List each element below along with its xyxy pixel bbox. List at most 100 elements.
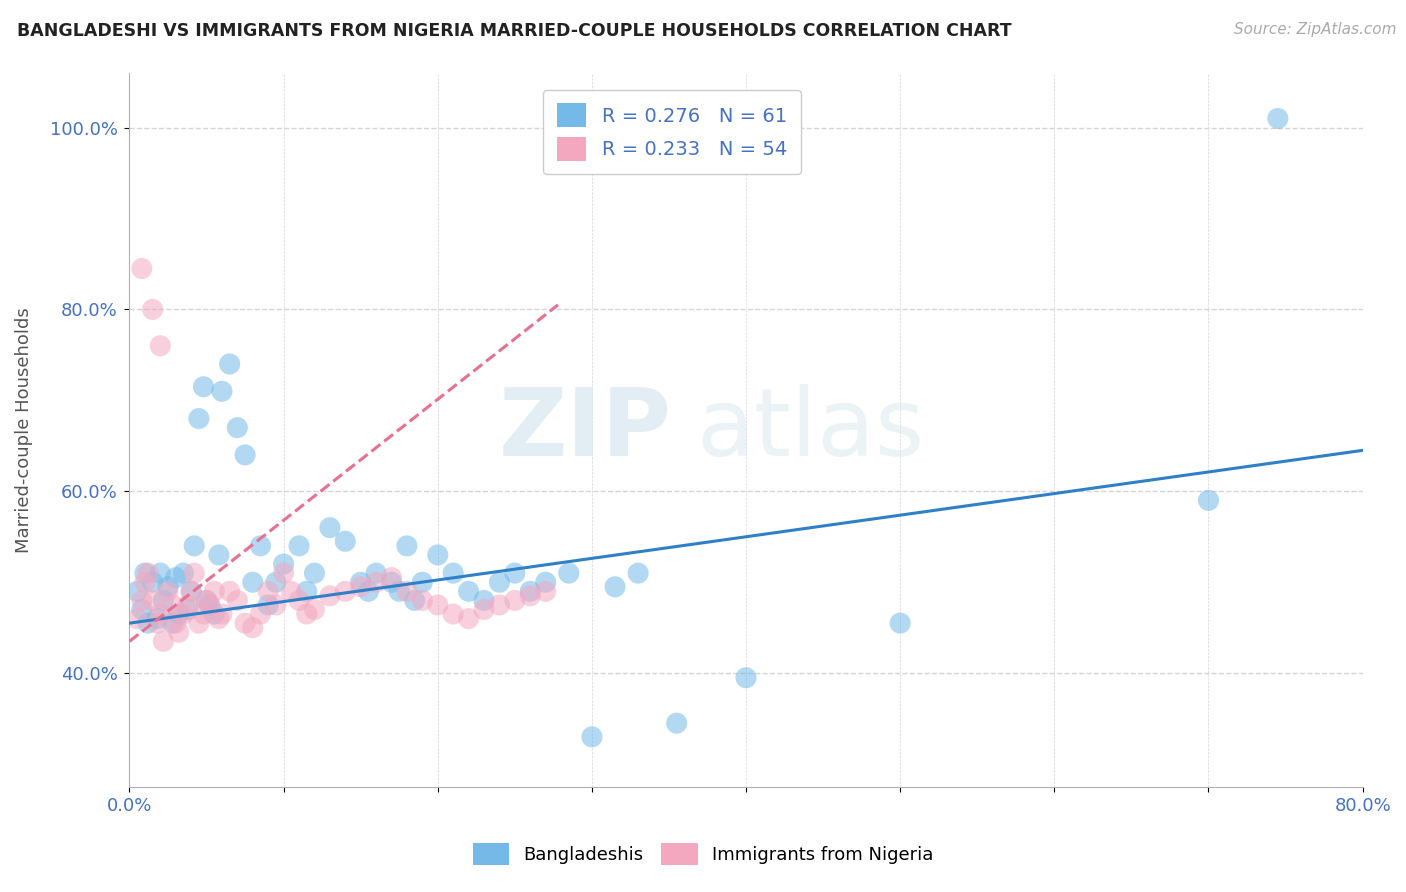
- Point: [249, 539, 271, 553]
- Point: [395, 539, 418, 553]
- Point: [350, 580, 373, 594]
- Point: [187, 616, 209, 631]
- Point: [195, 593, 218, 607]
- Point: [183, 539, 205, 553]
- Point: [172, 566, 194, 581]
- Point: [183, 566, 205, 581]
- Text: ZIP: ZIP: [499, 384, 672, 476]
- Point: [457, 584, 479, 599]
- Point: [198, 598, 221, 612]
- Point: [472, 593, 495, 607]
- Point: [177, 598, 200, 612]
- Point: [627, 566, 650, 581]
- Point: [411, 593, 433, 607]
- Point: [288, 593, 311, 607]
- Text: BANGLADESHI VS IMMIGRANTS FROM NIGERIA MARRIED-COUPLE HOUSEHOLDS CORRELATION CHA: BANGLADESHI VS IMMIGRANTS FROM NIGERIA M…: [17, 22, 1011, 40]
- Point: [226, 420, 249, 434]
- Point: [295, 584, 318, 599]
- Point: [426, 598, 449, 612]
- Point: [165, 616, 187, 631]
- Point: [319, 589, 342, 603]
- Point: [350, 575, 373, 590]
- Point: [131, 602, 153, 616]
- Point: [134, 575, 156, 590]
- Point: [136, 566, 159, 581]
- Point: [388, 584, 411, 599]
- Point: [242, 575, 264, 590]
- Point: [319, 521, 342, 535]
- Point: [426, 548, 449, 562]
- Point: [335, 584, 357, 599]
- Point: [357, 584, 380, 599]
- Point: [273, 557, 295, 571]
- Point: [288, 539, 311, 553]
- Point: [1267, 112, 1289, 126]
- Point: [127, 612, 149, 626]
- Point: [558, 566, 581, 581]
- Y-axis label: Married-couple Households: Married-couple Households: [15, 307, 32, 553]
- Point: [1198, 493, 1220, 508]
- Point: [503, 593, 526, 607]
- Point: [380, 571, 402, 585]
- Point: [146, 612, 169, 626]
- Point: [441, 566, 464, 581]
- Point: [264, 575, 287, 590]
- Point: [136, 616, 159, 631]
- Point: [134, 566, 156, 581]
- Point: [304, 566, 326, 581]
- Point: [142, 575, 165, 590]
- Point: [180, 584, 202, 599]
- Point: [162, 598, 184, 612]
- Point: [187, 411, 209, 425]
- Point: [735, 671, 758, 685]
- Point: [249, 607, 271, 621]
- Point: [152, 634, 174, 648]
- Point: [257, 584, 280, 599]
- Point: [233, 448, 256, 462]
- Point: [226, 593, 249, 607]
- Point: [441, 607, 464, 621]
- Point: [264, 598, 287, 612]
- Point: [273, 566, 295, 581]
- Point: [457, 612, 479, 626]
- Point: [380, 575, 402, 590]
- Point: [134, 838, 156, 853]
- Point: [211, 384, 233, 399]
- Point: [149, 607, 172, 621]
- Point: [218, 357, 240, 371]
- Point: [202, 584, 225, 599]
- Point: [149, 566, 172, 581]
- Point: [218, 584, 240, 599]
- Point: [165, 571, 187, 585]
- Point: [198, 598, 221, 612]
- Point: [156, 584, 179, 599]
- Point: [503, 566, 526, 581]
- Point: [172, 607, 194, 621]
- Point: [146, 616, 169, 631]
- Point: [193, 380, 215, 394]
- Point: [149, 339, 172, 353]
- Point: [242, 621, 264, 635]
- Legend: Bangladeshis, Immigrants from Nigeria: Bangladeshis, Immigrants from Nigeria: [465, 836, 941, 872]
- Point: [395, 584, 418, 599]
- Point: [472, 602, 495, 616]
- Legend: R = 0.276   N = 61, R = 0.233   N = 54: R = 0.276 N = 61, R = 0.233 N = 54: [544, 90, 800, 174]
- Point: [142, 593, 165, 607]
- Point: [665, 716, 688, 731]
- Point: [131, 593, 153, 607]
- Point: [603, 580, 626, 594]
- Point: [519, 584, 541, 599]
- Point: [411, 575, 433, 590]
- Point: [295, 607, 318, 621]
- Point: [167, 607, 190, 621]
- Point: [364, 575, 387, 590]
- Point: [364, 566, 387, 581]
- Point: [193, 607, 215, 621]
- Point: [162, 616, 184, 631]
- Point: [404, 593, 426, 607]
- Point: [889, 616, 911, 631]
- Point: [534, 584, 557, 599]
- Point: [534, 575, 557, 590]
- Point: [127, 584, 149, 599]
- Point: [131, 261, 153, 276]
